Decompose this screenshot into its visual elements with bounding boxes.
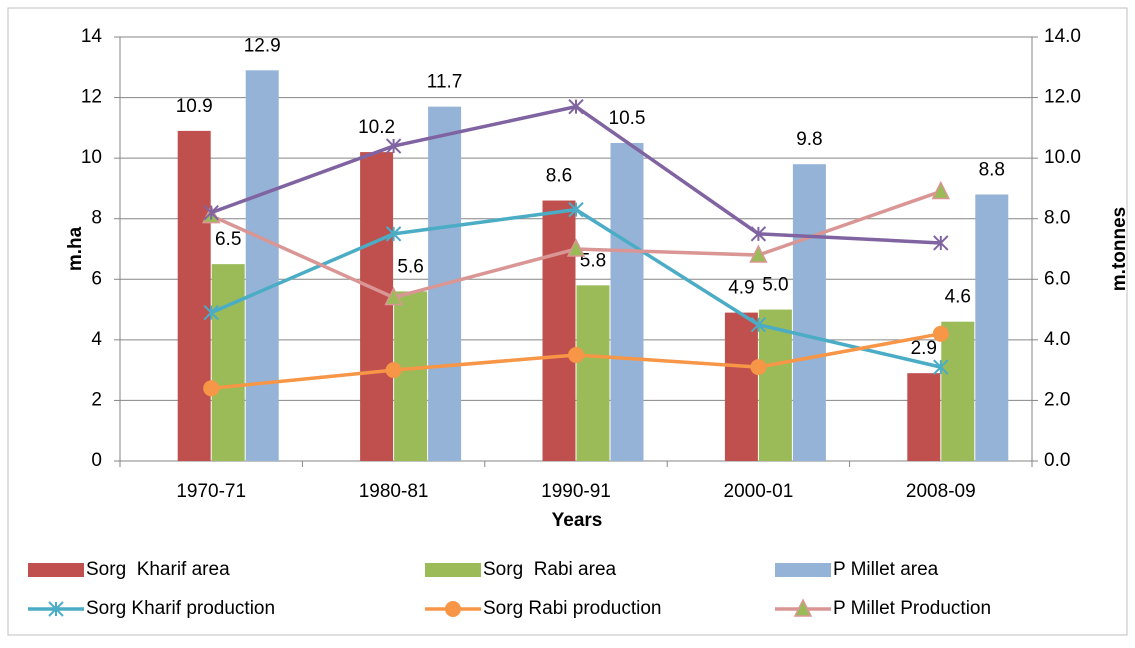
- legend-marker: [793, 598, 813, 617]
- y2-axis-title: m.tonnes: [1109, 207, 1130, 291]
- data-label: 10.2: [358, 117, 395, 138]
- bar: [758, 309, 792, 461]
- y-tick-label: 6: [91, 268, 102, 289]
- line-marker: [384, 286, 403, 306]
- legend-label: P Millet Production: [833, 598, 991, 619]
- line-marker: [750, 226, 767, 242]
- legend-swatch: [425, 563, 481, 577]
- x-tick-label: 2008-09: [906, 481, 976, 502]
- y-tick-label: 2: [91, 389, 102, 410]
- y-axis-title: m.ha: [65, 226, 86, 271]
- line-marker: [385, 138, 402, 154]
- line-marker: [566, 238, 586, 257]
- x-tick-label: 1970-71: [176, 481, 246, 502]
- y2-tick-label: 8.0: [1044, 208, 1070, 229]
- data-label: 8.6: [546, 166, 572, 187]
- line-marker: [931, 180, 951, 200]
- y-tick-label: 8: [91, 208, 102, 229]
- bar: [542, 200, 576, 462]
- y2-tick-label: 6.0: [1044, 268, 1070, 289]
- y2-tick-label: 12.0: [1044, 87, 1081, 108]
- y-tick-label: 10: [81, 147, 102, 168]
- bar: [975, 194, 1009, 461]
- legend-label: Sorg Rabi area: [483, 559, 617, 580]
- bar: [724, 312, 758, 461]
- legend-label: Sorg Kharif production: [86, 598, 275, 619]
- data-label: 2.9: [911, 338, 937, 359]
- y2-tick-label: 4.0: [1044, 329, 1070, 350]
- x-tick-label: 1980-81: [359, 481, 429, 502]
- bar: [360, 152, 394, 462]
- data-label: 4.6: [945, 287, 971, 308]
- data-label: 5.6: [397, 256, 423, 277]
- data-label: 5.8: [580, 250, 606, 271]
- y2-tick-label: 2.0: [1044, 389, 1070, 410]
- data-label: 6.5: [215, 229, 241, 250]
- y-tick-label: 0: [91, 450, 102, 471]
- data-label: 9.8: [796, 129, 822, 150]
- y2-tick-label: 10.0: [1044, 147, 1081, 168]
- legend-marker: [48, 601, 64, 617]
- line-marker: [933, 235, 949, 251]
- data-label: 10.9: [176, 96, 213, 117]
- data-label: 10.5: [609, 108, 646, 129]
- line-marker: [568, 347, 584, 363]
- y2-tick-label: 14.0: [1044, 26, 1081, 47]
- bar: [211, 264, 245, 461]
- data-label: 8.8: [979, 160, 1005, 181]
- legend-marker: [445, 601, 461, 617]
- data-label: 5.0: [762, 275, 788, 296]
- y-tick-label: 12: [81, 87, 102, 108]
- y-tick-label: 4: [91, 329, 102, 350]
- line-marker: [750, 359, 767, 376]
- line-marker: [933, 359, 949, 375]
- bar: [576, 285, 610, 461]
- line-marker: [750, 317, 767, 333]
- bar: [610, 143, 644, 461]
- line-marker: [568, 98, 584, 115]
- bar: [907, 373, 941, 461]
- data-label: 12.9: [244, 35, 281, 56]
- line-marker: [932, 325, 949, 342]
- bar: [245, 70, 279, 462]
- bar: [941, 321, 975, 461]
- line-marker: [203, 304, 219, 321]
- line-marker: [385, 226, 402, 242]
- bar: [792, 164, 826, 461]
- legend-swatch: [775, 563, 831, 577]
- legend-label: Sorg Kharif area: [86, 559, 230, 580]
- line-marker: [203, 380, 220, 397]
- legend-label: P Millet area: [833, 559, 939, 580]
- data-label: 4.9: [728, 278, 754, 299]
- legend-label: Sorg Rabi production: [483, 598, 662, 619]
- bar: [394, 291, 428, 461]
- x-axis-title: Years: [552, 510, 603, 531]
- line-marker: [385, 362, 402, 379]
- line-marker: [749, 244, 768, 263]
- legend-swatch: [28, 563, 84, 577]
- line-marker: [203, 204, 219, 221]
- data-label: 11.7: [427, 72, 463, 93]
- y-tick-label: 14: [81, 26, 103, 47]
- x-tick-label: 1990-91: [541, 481, 611, 502]
- y2-tick-label: 0.0: [1044, 450, 1070, 471]
- x-tick-label: 2000-01: [724, 481, 794, 502]
- line-marker: [568, 201, 584, 218]
- bar: [177, 130, 211, 461]
